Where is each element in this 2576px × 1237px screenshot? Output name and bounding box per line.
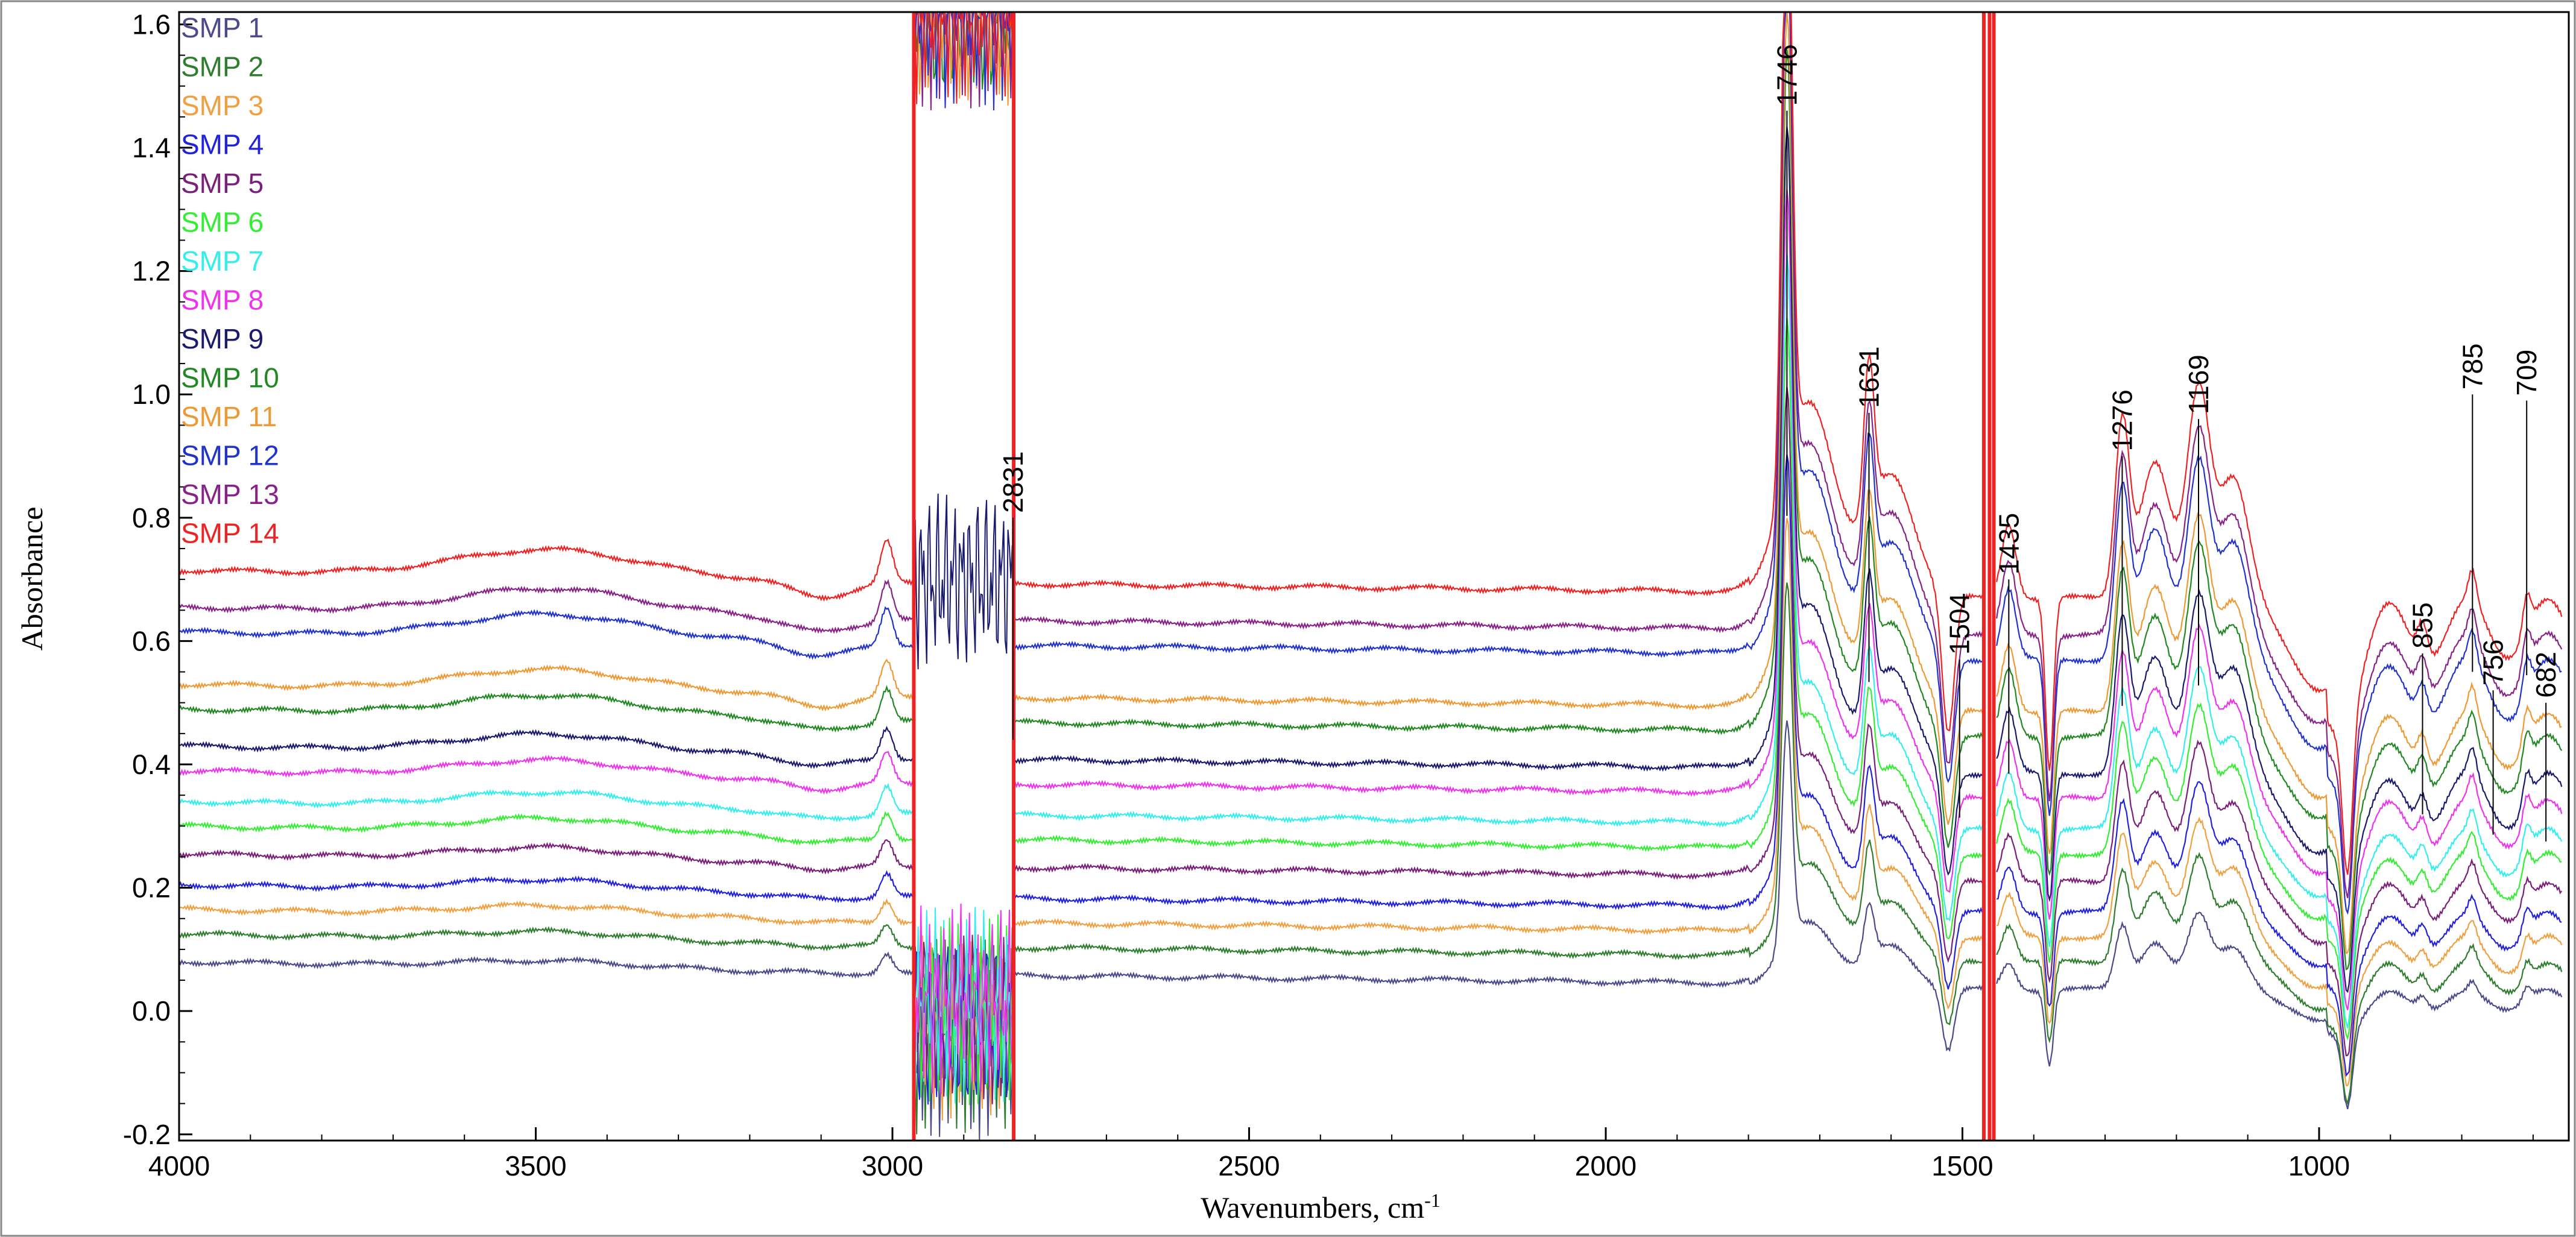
y-tick-label: 0.8 xyxy=(132,502,171,534)
peak-label: 785 xyxy=(2457,343,2488,389)
legend-entry: SMP 5 xyxy=(181,168,264,199)
series-band-9 xyxy=(913,493,1015,670)
peak-label: 1169 xyxy=(2183,354,2214,414)
series-line-9 xyxy=(178,126,2563,993)
plot-frame xyxy=(178,11,2570,1142)
peak-label: 1746 xyxy=(1771,44,1802,105)
legend-entry: SMP 12 xyxy=(181,440,279,471)
peak-label: 1276 xyxy=(2106,389,2138,451)
x-axis-title: Wavenumbers, cm-1 xyxy=(1201,1189,1441,1224)
legend-entry: SMP 3 xyxy=(181,90,264,121)
x-tick-label: 4000 xyxy=(148,1150,210,1182)
x-axis-ticks: 4000 3500 3000 2500 2000 1500 1000 xyxy=(148,1127,2534,1182)
x-tick-label: 3500 xyxy=(505,1150,566,1182)
x-tick-label: 1000 xyxy=(2288,1150,2350,1182)
y-axis-title: Absorbance xyxy=(15,507,49,651)
y-tick-label: 1.4 xyxy=(132,132,171,163)
legend-entry: SMP 7 xyxy=(181,245,264,277)
peak-label: 682 xyxy=(2530,652,2562,698)
series-line-7 xyxy=(178,253,2563,1028)
x-tick-label: 2000 xyxy=(1575,1150,1637,1182)
legend-entry: SMP 4 xyxy=(181,129,264,160)
peak-label: 709 xyxy=(2511,350,2542,396)
y-tick-label: -0.2 xyxy=(123,1119,171,1150)
series-line-13 xyxy=(178,11,2563,899)
series-line-5 xyxy=(178,386,2563,1057)
x-tick-label: 2500 xyxy=(1218,1150,1280,1182)
y-tick-label: 1.6 xyxy=(132,8,171,40)
series-line-1 xyxy=(178,720,2563,1110)
peak-label: 756 xyxy=(2478,639,2509,685)
series-line-11 xyxy=(178,11,2562,954)
series-line-8 xyxy=(178,189,2563,1010)
peak-label: 1631 xyxy=(1853,347,1884,408)
y-tick-label: 0.4 xyxy=(132,749,171,780)
series-line-3 xyxy=(178,518,2563,1086)
y-tick-label: 0.6 xyxy=(132,625,171,656)
plot-area xyxy=(178,10,2563,1141)
legend-entry: SMP 9 xyxy=(181,323,264,354)
legend-entry: SMP 11 xyxy=(181,401,277,432)
y-tick-label: 0.0 xyxy=(132,995,171,1027)
legend-entry: SMP 10 xyxy=(181,362,279,394)
peak-label: 1504 xyxy=(1944,593,1975,655)
y-tick-label: 1.2 xyxy=(132,256,171,287)
y-axis-ticks: -0.2 0.0 0.2 0.4 0.6 0.8 1.0 1.2 1.4 1.6 xyxy=(123,8,192,1150)
series-line-12 xyxy=(178,11,2562,915)
series-line-14 xyxy=(178,11,2563,875)
y-tick-label: 0.2 xyxy=(132,872,171,904)
legend-entry: SMP 1 xyxy=(181,12,264,43)
series-line-4 xyxy=(178,454,2562,1077)
x-tick-label: 3000 xyxy=(862,1150,923,1182)
series-line-2 xyxy=(178,582,2563,1106)
legend-entry: SMP 13 xyxy=(181,479,279,510)
peak-label: 1435 xyxy=(1993,513,2024,574)
series-band-14 xyxy=(913,10,1015,104)
legend-entry: SMP 6 xyxy=(181,207,264,238)
series-line-6 xyxy=(178,317,2562,1040)
y-tick-label: 1.0 xyxy=(132,379,171,410)
x-tick-label: 1500 xyxy=(1931,1150,1993,1182)
legend-entry: SMP 2 xyxy=(181,51,264,83)
peak-label: 855 xyxy=(2407,602,2438,649)
series-band-8 xyxy=(913,903,1015,1094)
legend: SMP 1 SMP 2 SMP 3 SMP 4 SMP 5 SMP 6 SMP 7 SMP 8… xyxy=(181,12,279,549)
legend-entry: SMP 14 xyxy=(181,518,279,549)
peak-annotations: 1746 1631 1504 1435 1276 1169 2831 855 785 756 709… xyxy=(997,44,2562,842)
peak-label: 2831 xyxy=(997,451,1029,512)
legend-entry: SMP 8 xyxy=(181,285,264,316)
series-line-10 xyxy=(178,49,2563,971)
